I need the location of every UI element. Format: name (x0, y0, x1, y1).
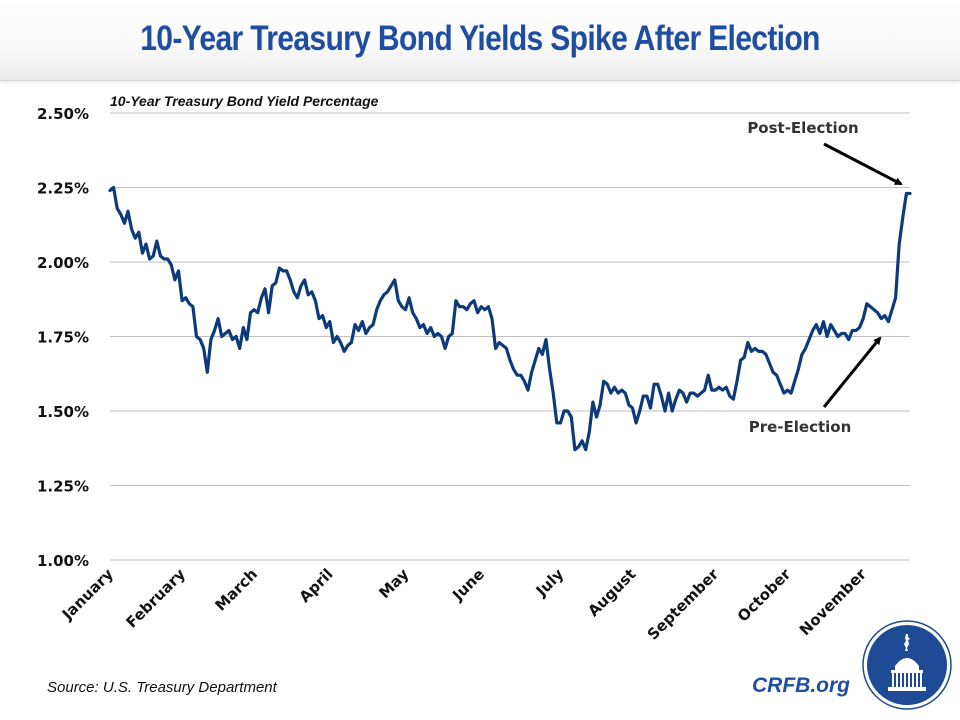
gridlines (110, 112, 910, 561)
brand-link[interactable]: CRFB.org (752, 674, 850, 697)
x-tick-label: January (58, 565, 117, 624)
pre-election-arrow (822, 336, 882, 408)
y-tick-label: 1.00% (37, 552, 89, 570)
x-axis-ticks: January February March April May June July Augu… (58, 565, 871, 644)
x-tick-label: May (375, 565, 412, 602)
annotation-post-election: Post-Election (747, 119, 858, 137)
x-tick-label: June (448, 565, 488, 605)
capitol-dome-icon (862, 620, 952, 710)
header: 10-Year Treasury Bond Yields Spike After… (0, 0, 960, 81)
source-note: Source: U.S. Treasury Department (47, 679, 277, 696)
post-election-arrow (823, 142, 903, 186)
x-tick-label: July (532, 565, 568, 601)
x-tick-label: February (122, 565, 189, 632)
y-tick-label: 2.00% (37, 254, 89, 272)
y-tick-label: 1.75% (37, 329, 89, 347)
x-tick-label: September (644, 565, 723, 644)
page-title: 10-Year Treasury Bond Yields Spike After… (140, 19, 820, 58)
y-tick-label: 2.50% (37, 105, 89, 123)
y-tick-label: 1.25% (37, 478, 89, 496)
chart-title: 10-Year Treasury Bond Yield Percentage (110, 93, 379, 109)
y-tick-label: 1.50% (37, 403, 89, 421)
data-points (110, 187, 910, 449)
y-axis-ticks: 1.00% 1.25% 1.50% 1.75% 2.00% 2.25% 2.50% (37, 105, 89, 570)
x-tick-label: April (296, 565, 337, 606)
annotation-pre-election: Pre-Election (749, 418, 852, 436)
x-tick-label: October (734, 565, 795, 626)
x-tick-label: March (211, 565, 261, 615)
y-tick-label: 2.25% (37, 180, 89, 198)
x-tick-label: August (584, 565, 639, 620)
x-tick-label: November (796, 565, 870, 639)
series-line (108, 185, 912, 452)
